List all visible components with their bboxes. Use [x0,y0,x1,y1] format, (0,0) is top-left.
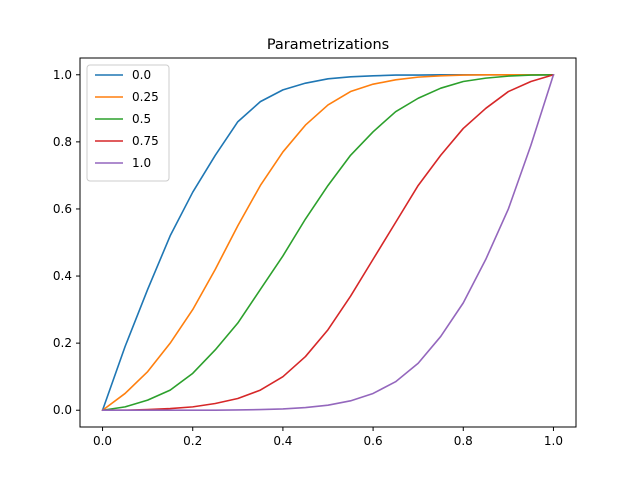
legend: 0.0 0.25 0.5 0.75 1.0 [86,64,170,182]
axes: 0.0 0.2 0.4 0.6 0.8 1.0 0.0 0.2 0.4 0.6 0.8 1.0 [53,57,577,448]
plot-frame [79,57,577,428]
x-tick-label: 0.4 [273,434,292,448]
chart-title: Parametrizations [267,37,389,53]
x-tick-label: 0.0 [93,434,112,448]
y-tick-label: 0.6 [53,202,72,216]
legend-label: 0.5 [132,112,151,126]
series-line-0.75 [101,73,555,412]
y-tick-label: 1.0 [53,68,72,82]
x-tick-label: 0.6 [364,434,383,448]
y-tick-label: 0.2 [53,336,72,350]
x-tick-label: 0.2 [183,434,202,448]
series-line-1.0 [101,73,555,412]
y-tick-label: 0.8 [53,135,72,149]
legend-label: 0.0 [132,68,151,82]
series-line-0.5 [101,73,555,412]
series-line-0.25 [101,73,555,412]
y-tick-label: 0.0 [53,403,72,417]
series-lines [101,73,555,412]
legend-box [86,64,170,182]
x-tick-label: 0.8 [454,434,473,448]
y-tick-label: 0.4 [53,269,72,283]
x-tick-label: 1.0 [544,434,563,448]
legend-label: 0.25 [132,90,159,104]
legend-label: 0.75 [132,134,159,148]
legend-label: 1.0 [132,156,151,170]
